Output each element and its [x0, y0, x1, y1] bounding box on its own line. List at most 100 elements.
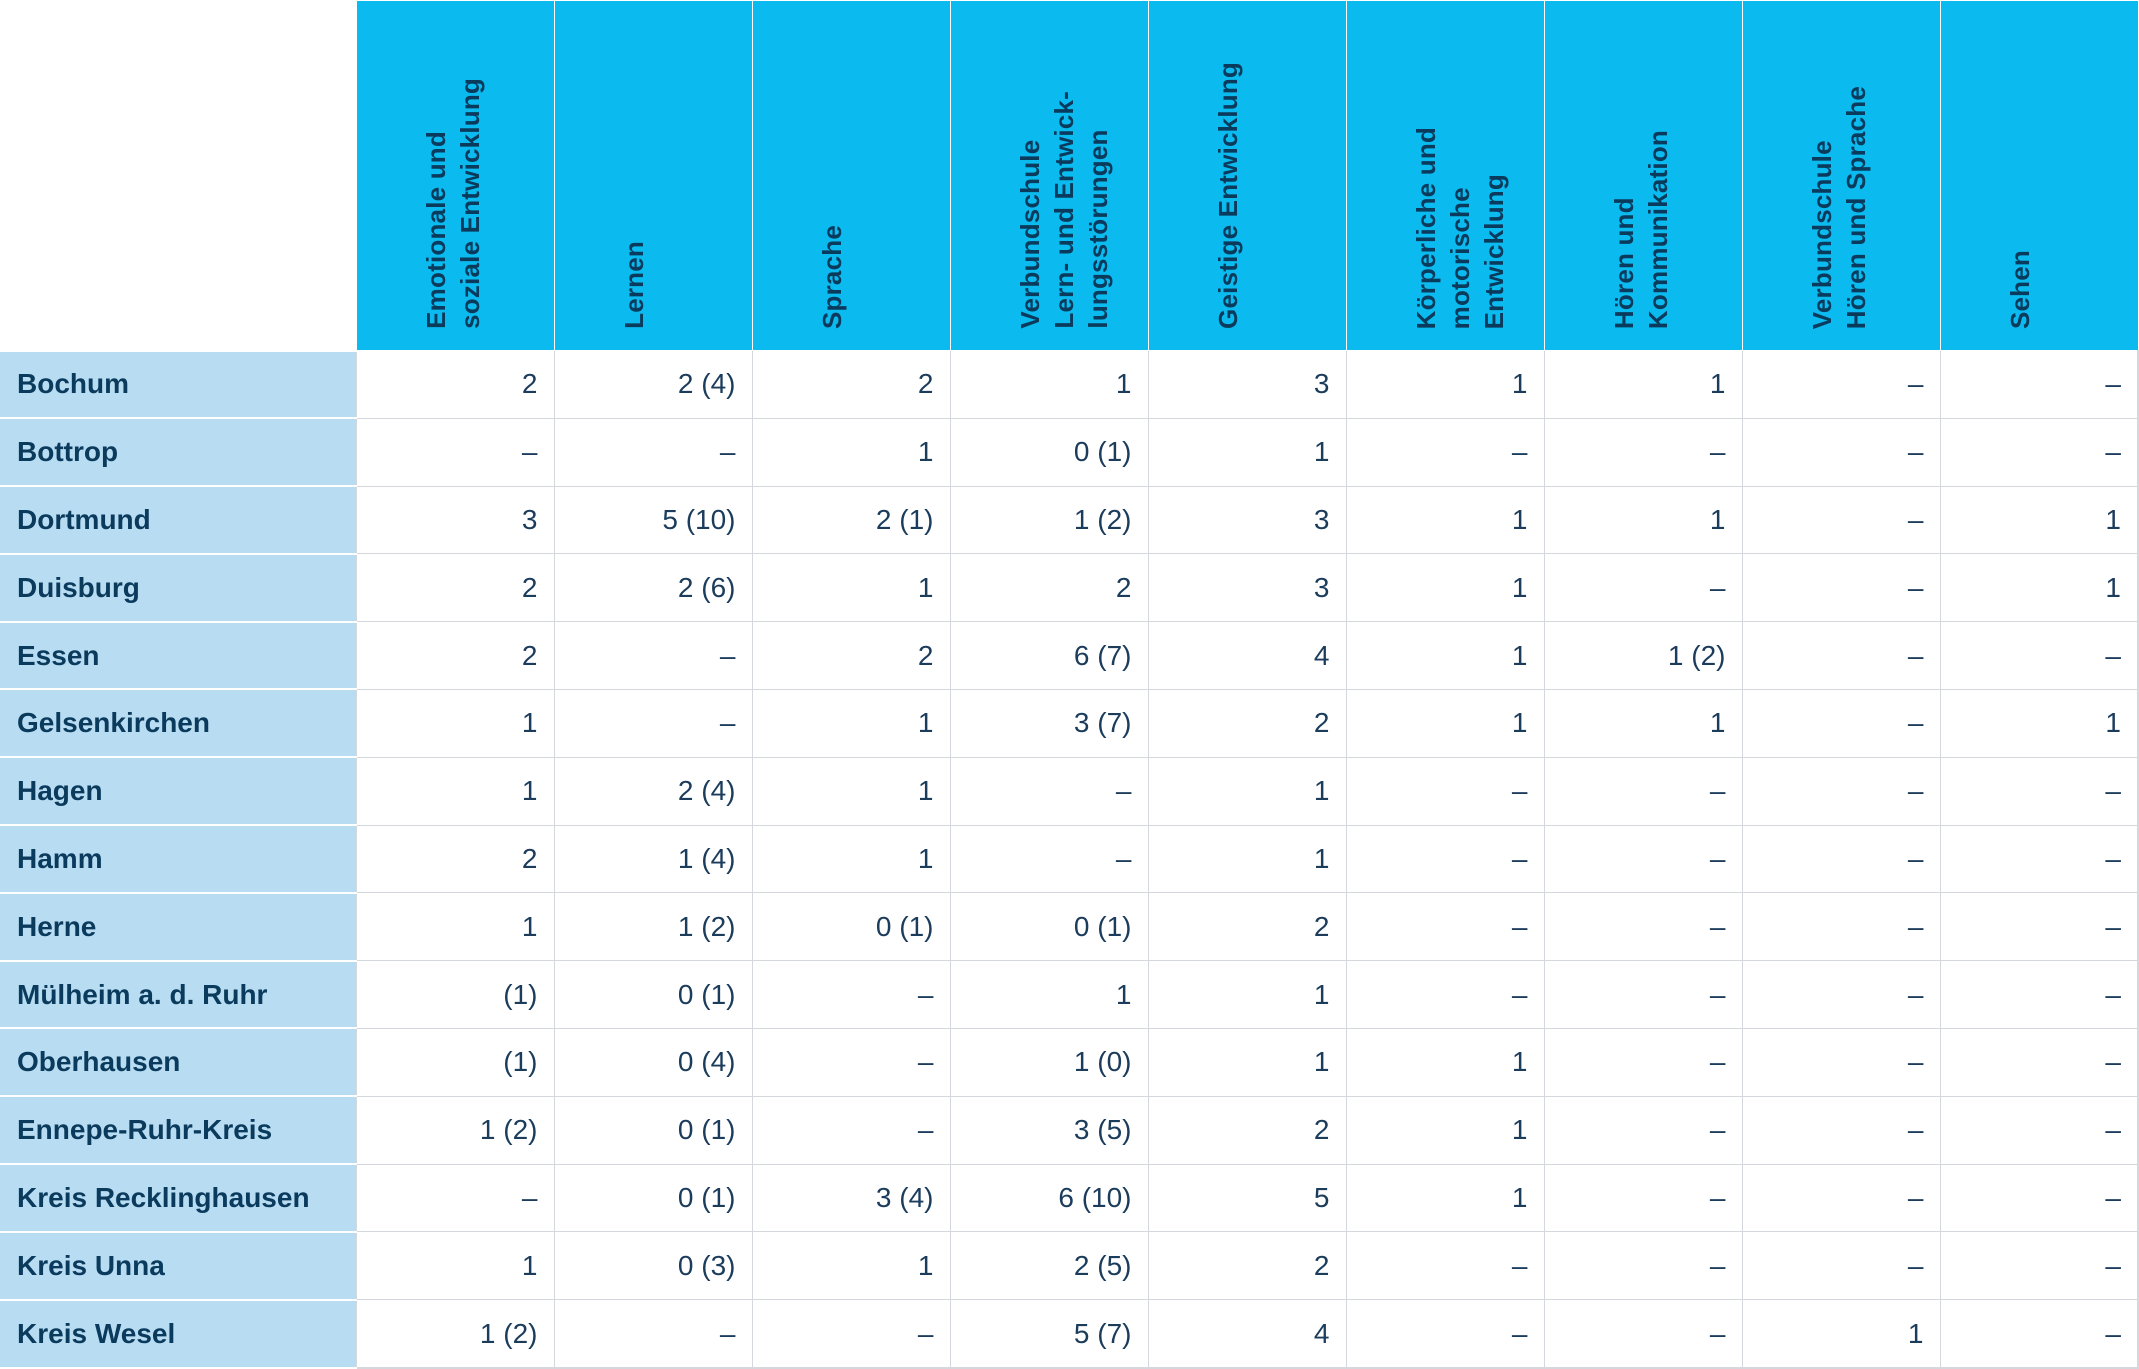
table-cell: –	[949, 824, 1149, 894]
table-cell: –	[751, 1027, 951, 1097]
column-header-label: Lernen	[618, 241, 649, 329]
table-cell: 2	[355, 553, 555, 623]
table-cell: 1	[355, 892, 555, 962]
row-header-label: Hamm	[0, 824, 356, 894]
table-cell: 1	[751, 824, 951, 894]
table-cell: 1	[751, 688, 951, 758]
table-row: Kreis Wesel 1 (2) – –5 (7) 4– –1–	[0, 1298, 2139, 1369]
table-cell: 1	[355, 1231, 555, 1301]
table-body: Bochum 2 2 (4) 2 1 3 1 1– – Bottrop – –1 0 (1) 1– – – – D…	[0, 349, 2139, 1369]
table-cell: 2 (5)	[949, 1231, 1149, 1301]
column-header: Sehen	[1939, 0, 2139, 351]
column-header-label: Körperliche und motorische Entwicklung	[1410, 126, 1509, 329]
table-cell: 1	[751, 1231, 951, 1301]
row-header-label: Hagen	[0, 756, 356, 827]
table-cell: 3	[1147, 485, 1347, 555]
column-header-label: Verbundschule Lern- und Entwick- lungsst…	[1014, 91, 1113, 329]
table-cell: 2 (6)	[553, 553, 753, 623]
table-cell: 1	[751, 553, 951, 623]
table-cell: –	[1939, 1027, 2139, 1097]
table-cell: 3	[355, 485, 555, 555]
table-cell: –	[1939, 1163, 2139, 1233]
table-cell: –	[1345, 1231, 1545, 1301]
table-cell: 1	[1939, 688, 2139, 758]
table-cell: 1	[1939, 553, 2139, 623]
row-header-label: Duisburg	[0, 552, 356, 623]
table-cell: –	[355, 417, 555, 487]
row-header-label: Dortmund	[0, 485, 356, 555]
table-cell: –	[751, 1299, 951, 1369]
table-cell: –	[1741, 1027, 1941, 1097]
table-cell: 1	[1147, 756, 1347, 826]
column-header: Geistige Entwicklung	[1147, 0, 1347, 351]
table-row: Kreis Unna 1 0 (3) 1 2 (5) 2– – – –	[0, 1230, 2139, 1301]
table-cell: 1	[1741, 1299, 1941, 1369]
row-header-label: Oberhausen	[0, 1027, 356, 1098]
table-cell: –	[949, 756, 1149, 826]
table-cell: 2	[1147, 892, 1347, 962]
table-row: Duisburg 2 2 (6) 1 2 3 1– –1	[0, 552, 2139, 623]
table-cell: –	[553, 688, 753, 758]
table-cell: 5	[1147, 1163, 1347, 1233]
table-cell: –	[1543, 1163, 1743, 1233]
table-cell: 0 (4)	[553, 1027, 753, 1097]
row-header-label: Kreis Unna	[0, 1230, 356, 1301]
table-cell: 1 (4)	[553, 824, 753, 894]
table-row: Bochum 2 2 (4) 2 1 3 1 1– –	[0, 349, 2139, 420]
table-cell: 1	[1345, 1027, 1545, 1097]
column-header-label: Geistige Entwicklung	[1212, 62, 1243, 329]
table-cell: –	[1939, 350, 2139, 419]
column-header-label: Sehen	[2004, 249, 2035, 329]
table-cell: 2 (1)	[751, 485, 951, 555]
table-cell: 4	[1147, 1299, 1347, 1369]
table-cell: –	[1543, 892, 1743, 962]
table-cell: 0 (1)	[949, 417, 1149, 487]
column-header: Lernen	[553, 0, 753, 351]
table-cell: 6 (7)	[949, 621, 1149, 690]
table-cell: –	[1741, 1163, 1941, 1233]
column-header-label: Hören und Kommunikation	[1608, 129, 1673, 329]
table-cell: 2	[949, 553, 1149, 623]
table-cell: 1	[949, 960, 1149, 1029]
column-header-label: Sprache	[816, 224, 847, 329]
table-cell: 1	[1345, 350, 1545, 419]
table-cell: –	[1939, 1095, 2139, 1165]
table-cell: 2	[355, 350, 555, 419]
row-header-label: Mülheim a. d. Ruhr	[0, 959, 356, 1030]
table-cell: 1	[949, 350, 1149, 419]
row-header-label: Gelsenkirchen	[0, 688, 356, 759]
table-cell: –	[1939, 1231, 2139, 1301]
table-cell: –	[751, 960, 951, 1029]
column-header-label: Emotionale und soziale Entwicklung	[420, 78, 485, 329]
table-cell: 2	[751, 621, 951, 690]
table-cell: –	[1741, 350, 1941, 419]
table-cell: (1)	[355, 960, 555, 1029]
row-header-label: Bottrop	[0, 417, 356, 488]
table-cell: 5 (7)	[949, 1299, 1149, 1369]
table-cell: –	[1345, 417, 1545, 487]
table-cell: 2	[1147, 688, 1347, 758]
table-cell: 1	[1345, 1163, 1545, 1233]
table-cell: 2 (4)	[553, 350, 753, 419]
table-cell: 5 (10)	[553, 485, 753, 555]
column-header: Emotionale und soziale Entwicklung	[355, 0, 555, 351]
table-cell: –	[1741, 621, 1941, 690]
table-row: Herne 1 1 (2) 0 (1) 0 (1) 2– – – –	[0, 891, 2139, 962]
table-cell: –	[1345, 892, 1545, 962]
table-cell: 1	[1345, 485, 1545, 555]
table-cell: 2	[751, 350, 951, 419]
table-cell: 0 (1)	[751, 892, 951, 962]
row-header-label: Bochum	[0, 349, 356, 420]
column-header-label: Verbundschule Hören und Sprache	[1806, 85, 1871, 329]
column-header: Hören und Kommunikation	[1543, 0, 1743, 351]
table-cell: 1	[1543, 485, 1743, 555]
table-cell: 1 (2)	[949, 485, 1149, 555]
table-cell: 4	[1147, 621, 1347, 690]
table-row: Dortmund 3 5 (10) 2 (1) 1 (2) 3 1 1–1	[0, 485, 2139, 555]
column-header: Körperliche und motorische Entwicklung	[1345, 0, 1545, 351]
table-cell: –	[1741, 688, 1941, 758]
table-cell: 2	[355, 824, 555, 894]
table-cell: 1	[751, 417, 951, 487]
table-cell: 0 (3)	[553, 1231, 753, 1301]
table-cell: –	[1543, 1095, 1743, 1165]
